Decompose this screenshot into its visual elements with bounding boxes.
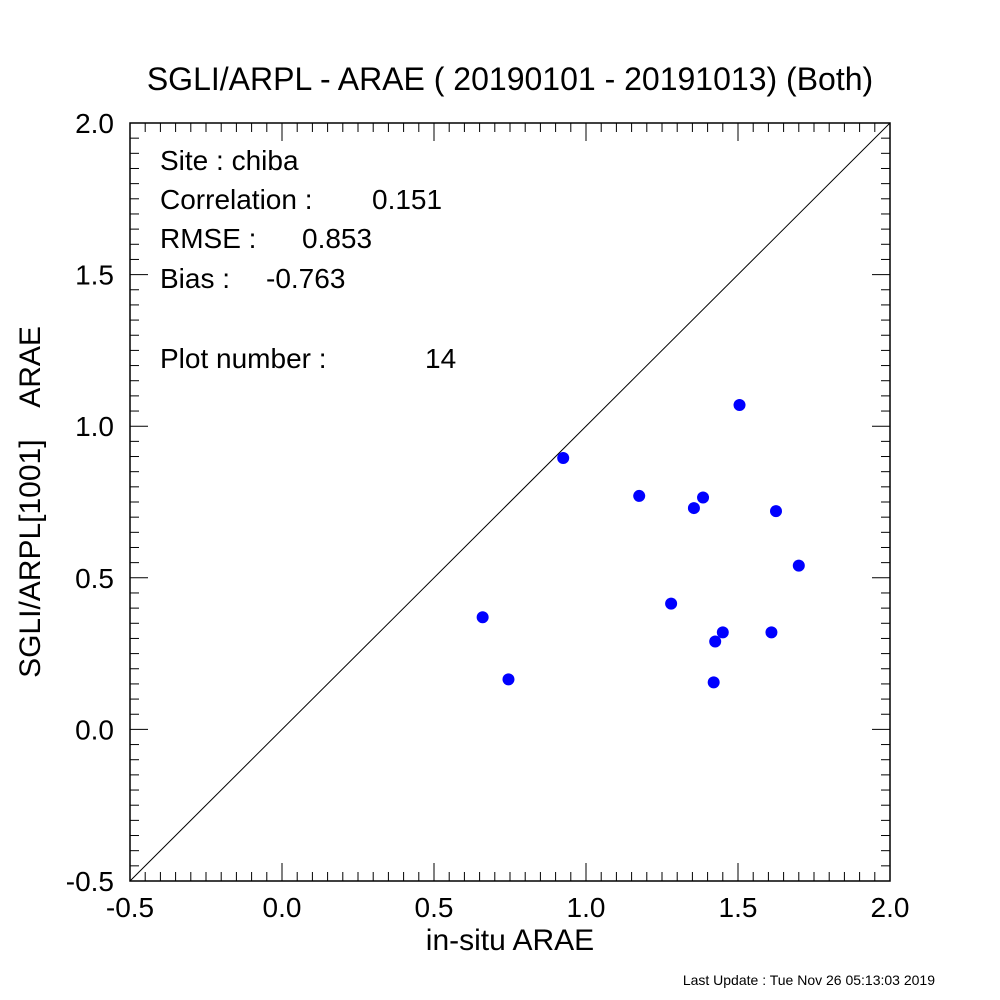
data-point (687, 502, 700, 515)
x-tick-label: -0.5 (106, 892, 154, 923)
one-to-one-line (129, 122, 891, 882)
stat-correlation-label: Correlation : (160, 184, 313, 215)
data-point (716, 626, 729, 639)
x-axis-title: in-situ ARAE (426, 924, 594, 957)
y-tick-label: 0.0 (75, 714, 114, 745)
data-point (709, 635, 722, 648)
y-tick-label: -0.5 (66, 866, 114, 897)
data-point (733, 398, 746, 411)
x-tick-label: 0.5 (415, 892, 454, 923)
y-tick-label: 1.0 (75, 411, 114, 442)
data-point (557, 452, 570, 465)
data-point (697, 491, 710, 504)
y-tick-label: 2.0 (75, 108, 114, 139)
data-point (792, 559, 805, 572)
major-ticks (129, 122, 891, 882)
y-axis-title: SGLI/ARPL[1001] ARAE (14, 326, 47, 678)
data-point (476, 611, 489, 624)
stat-correlation-value: 0.151 (372, 184, 442, 215)
x-tick-label: 0.0 (263, 892, 302, 923)
data-points (476, 398, 805, 689)
data-point (502, 673, 515, 686)
data-point (707, 676, 720, 689)
x-tick-label: 2.0 (871, 892, 910, 923)
data-point (765, 626, 778, 639)
data-point (770, 505, 782, 518)
stat-site: Site : chiba (160, 145, 299, 176)
y-tick-label: 1.5 (75, 260, 114, 291)
y-tick-labels: -0.5 0.0 0.5 1.0 1.5 2.0 (66, 108, 114, 897)
stat-plot-number-value: 14 (425, 343, 456, 374)
stat-rmse-value: 0.853 (302, 223, 372, 254)
stat-bias-label: Bias : (160, 263, 230, 294)
data-point (665, 597, 678, 610)
last-update-footer: Last Update : Tue Nov 26 05:13:03 2019 (683, 972, 935, 988)
minor-ticks (130, 123, 890, 881)
x-tick-label: 1.0 (567, 892, 606, 923)
x-tick-label: 1.5 (719, 892, 758, 923)
stat-plot-number-label: Plot number : (160, 343, 327, 374)
stats-block: Site : chiba Correlation : 0.151 RMSE : … (160, 145, 456, 374)
stat-bias-value: -0.763 (266, 263, 345, 294)
y-tick-label: 0.5 (75, 563, 114, 594)
data-point (633, 489, 646, 502)
stat-rmse-label: RMSE : (160, 223, 256, 254)
chart-title: SGLI/ARPL - ARAE ( 20190101 - 20191013) … (147, 61, 873, 97)
x-tick-labels: -0.5 0.0 0.5 1.0 1.5 2.0 (106, 892, 910, 923)
